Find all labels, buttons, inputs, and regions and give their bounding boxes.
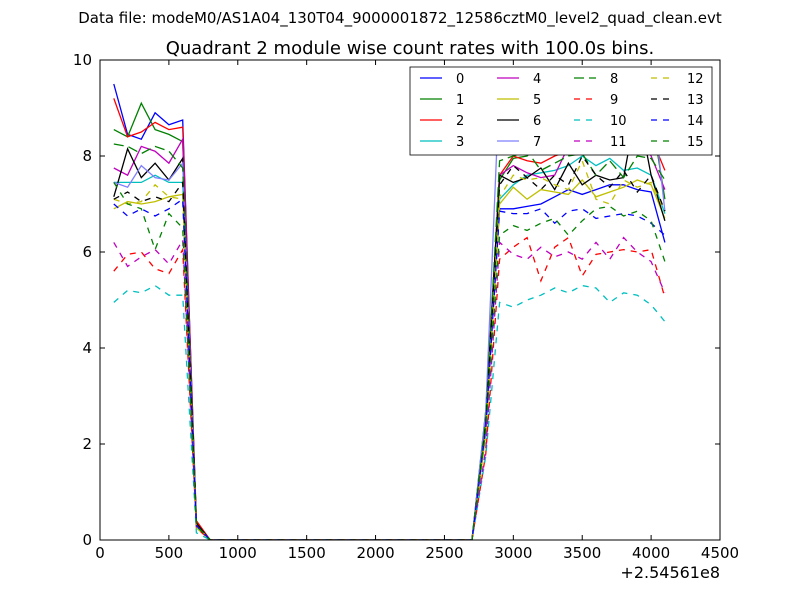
legend-box <box>409 66 713 156</box>
legend-label-11: 11 <box>610 135 627 150</box>
series-line-14 <box>113 197 666 540</box>
legend-label-13: 13 <box>687 93 704 108</box>
figure-suptitle: Data file: modeM0/AS1A04_130T04_90000018… <box>78 9 722 28</box>
legend-label-2: 2 <box>456 114 464 129</box>
series-line-6 <box>113 103 666 540</box>
x-tick-label: 2500 <box>425 544 463 562</box>
y-tick-label: 4 <box>82 339 92 357</box>
legend-label-6: 6 <box>533 114 541 129</box>
series-line-5 <box>113 179 666 540</box>
series-line-11 <box>113 236 666 540</box>
legend-label-8: 8 <box>610 72 618 87</box>
legend-label-5: 5 <box>533 93 541 108</box>
legend-label-0: 0 <box>456 72 464 87</box>
y-tick-label: 8 <box>82 147 92 165</box>
y-tick-label: 2 <box>82 435 92 453</box>
axes: 0 500 1000 1500 2000 2500 3000 3500 4000 4500 0 2 4 6… <box>73 51 739 562</box>
legend-label-15: 15 <box>687 135 704 150</box>
series-line-4 <box>113 111 666 540</box>
series-line-3 <box>113 155 666 540</box>
legend-label-12: 12 <box>687 72 704 87</box>
x-offset-label: +2.54561e8 <box>620 563 720 582</box>
series-line-1 <box>113 101 666 540</box>
series-line-13 <box>113 154 666 540</box>
x-tick-label: 4000 <box>632 544 670 562</box>
series-line-10 <box>113 284 666 540</box>
series-line-12 <box>113 159 666 540</box>
x-tick-label: 1000 <box>219 544 257 562</box>
legend-label-1: 1 <box>456 93 464 108</box>
legend-label-10: 10 <box>610 114 627 129</box>
y-tick-label: 0 <box>82 531 92 549</box>
x-tick-label: 1500 <box>288 544 326 562</box>
axes-frame <box>99 59 721 541</box>
x-tick-label: 0 <box>95 544 105 562</box>
series-line-15 <box>113 182 666 540</box>
plot-title: Quadrant 2 module wise count rates with … <box>166 38 655 59</box>
y-tick-label: 10 <box>73 51 92 69</box>
legend-label-14: 14 <box>687 114 704 129</box>
x-tick-label: 500 <box>155 544 184 562</box>
series-line-8 <box>113 143 666 540</box>
y-tick-label: 6 <box>82 243 92 261</box>
x-tick-label: 4500 <box>701 544 739 562</box>
legend-label-4: 4 <box>533 72 541 87</box>
legend-label-3: 3 <box>456 135 464 150</box>
x-tick-label: 3000 <box>494 544 532 562</box>
x-tick-label: 3500 <box>563 544 601 562</box>
legend-label-7: 7 <box>533 135 541 150</box>
legend-label-9: 9 <box>610 93 618 108</box>
series-line-9 <box>113 236 666 540</box>
series-line-2 <box>113 98 666 540</box>
x-tick-label: 2000 <box>356 544 394 562</box>
